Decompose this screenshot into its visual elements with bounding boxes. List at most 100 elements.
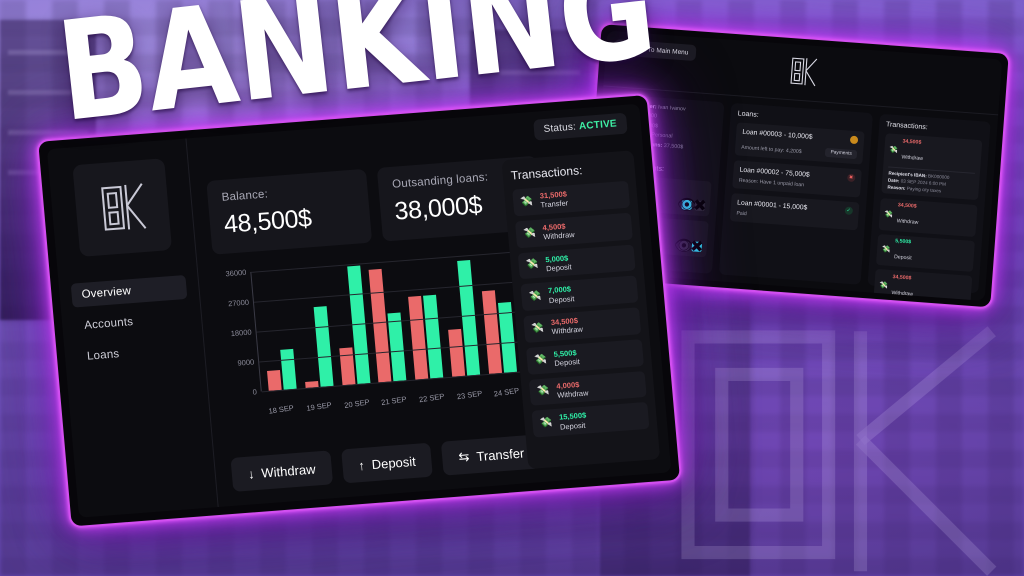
background-watermark-logo (648, 290, 1024, 576)
transaction-kind: Deposit (554, 357, 581, 368)
loan-item[interactable]: Loan #00001 - 15,000$ ✓ Paid (729, 193, 860, 231)
transaction-amount: 34,500$ (902, 138, 922, 146)
chart-y-tick-label: 0 (252, 387, 258, 397)
transaction-item-expanded[interactable]: 💸 34,500$ Withdraw Recipient's IBAN: BK0… (881, 133, 983, 200)
transfer-label: Transfer (475, 444, 525, 464)
account-details-panel: ❮ Back To Main Menu Account owner: Ivan … (581, 22, 1011, 310)
transaction-item[interactable]: 💸 34,500$ Withdraw (873, 269, 973, 301)
withdraw-hand-icon: 💸 (531, 322, 545, 335)
transaction-kind: Withdraw (551, 324, 584, 337)
dashboard-content: Status: ACTIVE Balance: 48,500$ Outsandi… (186, 104, 671, 507)
chart-x-tick-label: 21 SEP (380, 394, 408, 408)
status-label: Status: (543, 121, 577, 136)
transaction-amount: 34,500$ (892, 273, 912, 282)
loan-payments-button[interactable]: Payments (825, 147, 858, 160)
withdraw-hand-icon: 💸 (520, 195, 534, 208)
withdraw-hand-icon: 💸 (522, 227, 537, 240)
chart-bar (280, 348, 298, 390)
balance-value: 48,500$ (222, 204, 313, 239)
loan-item[interactable]: Loan #00002 - 75,000$ ✖ Reason: Have 1 u… (732, 160, 862, 198)
transactions-title: Transactions: (510, 163, 583, 183)
sidebar-item-accounts[interactable]: Accounts (83, 316, 134, 332)
banking-dashboard-panel: Overview Accounts Loans Status: ACTIVE B… (36, 92, 683, 529)
view-account-icon[interactable]: 👁 (676, 196, 698, 216)
sidebar-item-loans[interactable]: Loans (86, 348, 120, 363)
transaction-kind: Withdraw (901, 154, 924, 162)
back-panel-header: ❮ Back To Main Menu (603, 30, 1003, 116)
transaction-amount: 34,500$ (897, 202, 917, 210)
sidebar-item-overview[interactable]: Overview (70, 274, 188, 308)
chart-x-tick-label: 20 SEP (343, 397, 370, 410)
chart-x-axis-labels: 18 SEP 19 SEP 20 SEP 21 SEP 22 SEP 23 SEP 24 S… (262, 385, 526, 416)
deposit-button[interactable]: ↑ Deposit (340, 442, 434, 484)
transaction-kind: Deposit (548, 293, 575, 305)
chart-y-tick-label: 18000 (230, 327, 252, 339)
deposit-hand-icon: 💸 (528, 290, 542, 303)
loan-title: Loan #00002 - 75,000$ (739, 166, 810, 179)
balance-card: Balance: 48,500$ (206, 168, 373, 255)
loan-status-pending-icon (849, 135, 859, 145)
chart-x-tick-label: 23 SEP (455, 388, 483, 402)
deposit-hand-icon: 💸 (539, 417, 553, 430)
view-account-icon[interactable]: 👁 (673, 236, 695, 256)
transaction-kind: Transfer (540, 198, 569, 210)
transaction-item[interactable]: 💸 4,500$ Withdraw (514, 212, 633, 248)
status-value: ACTIVE (578, 118, 618, 133)
unlink-account-icon[interactable]: ✖ (692, 197, 708, 216)
transaction-item[interactable]: 💸 31,500$ Transfer (512, 180, 631, 217)
bank-logo-icon (787, 53, 819, 89)
chart-bar (313, 306, 334, 387)
transaction-item[interactable]: 💸 5,500$ Deposit (525, 338, 644, 375)
chart-y-tick-label: 36000 (225, 267, 247, 279)
withdraw-hand-icon: 💸 (884, 210, 894, 219)
loan-status-paid-icon: ✓ (844, 206, 853, 215)
actions-row: ↓ Withdraw ↑ Deposit ⇆ Transfer (230, 434, 542, 492)
status-badge: Status: ACTIVE (532, 112, 628, 141)
chart-x-tick-label: 24 SEP (493, 385, 521, 399)
transaction-item[interactable]: 💸 34,500$ Withdraw (523, 307, 642, 343)
transaction-kind: Withdraw (556, 388, 589, 400)
chart-x-tick-label: 22 SEP (418, 391, 445, 405)
withdraw-hand-icon: 💸 (536, 385, 551, 398)
transaction-kind: Withdraw (542, 230, 575, 242)
thumbnail-title: BANKING (50, 0, 662, 152)
transaction-kind: Withdraw (891, 289, 914, 298)
back-transactions-column: Transactions: 💸 34,500$ Withdraw Recipie… (867, 113, 991, 301)
withdraw-label: Withdraw (260, 461, 317, 481)
deposit-hand-icon: 💸 (533, 354, 548, 367)
chart-y-tick-label: 9000 (237, 357, 255, 368)
loan-status-rejected-icon: ✖ (846, 173, 856, 183)
back-transactions-title: Transactions: (885, 121, 928, 132)
transaction-kind: Withdraw (896, 218, 919, 226)
transaction-kind: Deposit (559, 420, 586, 432)
transaction-item[interactable]: 💸 34,500$ Withdraw (878, 197, 978, 237)
arrow-up-icon: ↑ (357, 457, 366, 473)
transaction-kind: Deposit (893, 253, 912, 262)
transaction-item[interactable]: 💸 5,000$ Deposit (517, 243, 636, 280)
bank-logo-icon (71, 158, 172, 257)
transaction-item[interactable]: 💸 4,000$ Withdraw (528, 370, 647, 407)
loan-item[interactable]: Loan #00003 - 10,000$ Amount left to pay… (734, 122, 865, 165)
loan-title: Loan #00003 - 10,000$ (742, 128, 813, 141)
chart-x-tick-label: 18 SEP (267, 403, 295, 416)
transaction-item[interactable]: 💸 7,000$ Deposit (520, 275, 639, 312)
withdraw-hand-icon: 💸 (878, 282, 889, 290)
transaction-amount: 5,500$ (895, 238, 912, 246)
loans-column: Loans: Loan #00003 - 10,000$ Amount left… (718, 102, 873, 285)
transaction-item[interactable]: 💸 5,500$ Deposit (875, 233, 976, 273)
loan-title: Loan #00001 - 15,000$ (736, 199, 808, 212)
loan-amount-left: Amount left to pay: 4,200$ (741, 144, 802, 156)
transactions-panel: Transactions: 💸 31,500$ Transfer 💸 4,500$ Wit… (501, 150, 661, 470)
withdraw-hand-icon: 💸 (888, 146, 899, 155)
deposit-hand-icon: 💸 (525, 259, 539, 272)
arrow-down-icon: ↓ (247, 465, 256, 482)
sidebar: Overview Accounts Loans (46, 138, 219, 518)
unlink-account-icon[interactable]: ✖ (689, 238, 705, 257)
transactions-list: 💸 31,500$ Transfer 💸 4,500$ Withdraw 💸 5,000$ De… (512, 180, 650, 438)
transaction-item[interactable]: 💸 15,500$ Deposit (531, 402, 650, 438)
transactions-bar-chart: 0 9000 18000 27000 36000 18 SEP 19 SEP 20 SEP 2… (214, 248, 526, 420)
chart-y-tick-label: 27000 (227, 297, 250, 309)
chart-bar (448, 329, 466, 377)
deposit-label: Deposit (371, 453, 417, 472)
withdraw-button[interactable]: ↓ Withdraw (230, 450, 333, 492)
